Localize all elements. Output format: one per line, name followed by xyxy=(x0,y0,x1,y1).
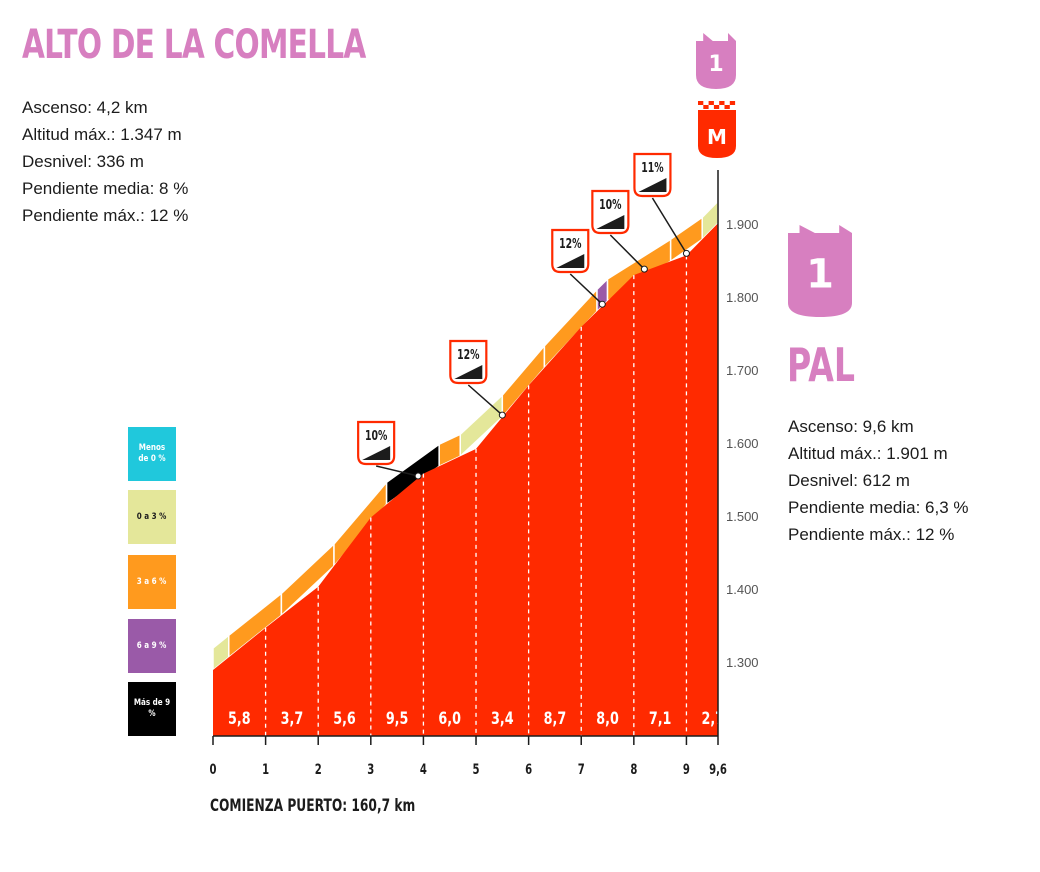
annotation-leader xyxy=(569,273,603,305)
segment-gradient-label: 5,8 xyxy=(228,708,251,728)
annotation-label: 12% xyxy=(457,346,479,362)
segment-gradient-label: 8,0 xyxy=(596,708,619,728)
y-tick-label: 1.700 xyxy=(726,363,759,378)
annotation-dot xyxy=(598,300,606,308)
finish-checker xyxy=(708,101,714,105)
climb1-stat-1: Altitud máx.: 1.347 m xyxy=(22,125,182,144)
shield-shape xyxy=(696,33,736,89)
annotation-slope-icon xyxy=(596,215,625,229)
shield-shape xyxy=(788,225,852,317)
annotation-leader xyxy=(651,197,688,254)
annotation-label: 10% xyxy=(599,196,621,212)
start-label: COMIENZA PUERTO: 160,7 km xyxy=(210,796,416,816)
climb2-stats: Ascenso: 9,6 km Altitud máx.: 1.901 m Desn… xyxy=(788,413,969,548)
segment-gradient-label: 5,6 xyxy=(333,708,356,728)
y-tick-label: 1.300 xyxy=(726,655,759,670)
x-tick-label: 1 xyxy=(262,761,269,777)
x-tick-label: 3 xyxy=(367,761,374,777)
climb2-stat-3: Pendiente media: 6,3 % xyxy=(788,498,969,517)
climb2-stat-1: Altitud máx.: 1.901 m xyxy=(788,444,948,463)
climb1-stat-2: Desnivel: 336 m xyxy=(22,152,144,171)
annotation-slope-icon xyxy=(454,365,483,379)
finish-checker xyxy=(698,101,704,105)
annotation-leader xyxy=(609,234,645,270)
y-tick-label: 1.400 xyxy=(726,582,759,597)
finish-checker xyxy=(724,105,730,109)
shield-label: 1 xyxy=(806,252,834,298)
climb1-title: ALTO DE LA COMELLA xyxy=(22,22,366,68)
segment-gradient-label: 9,5 xyxy=(386,708,409,728)
gradient-annotation: 11% xyxy=(633,152,690,257)
annotation-label: 11% xyxy=(641,159,663,175)
gradient-annotation: 12% xyxy=(449,339,506,419)
finish-marker: M xyxy=(698,101,736,158)
profile-area xyxy=(213,223,718,736)
climb1-stat-3: Pendiente media: 8 % xyxy=(22,179,189,198)
x-tick-label: 9 xyxy=(683,761,690,777)
gradient-annotation: 12% xyxy=(551,228,606,308)
annotation-slope-icon xyxy=(638,178,667,192)
x-tick-label: 7 xyxy=(578,761,585,777)
segment-gradient-label: 2,7 xyxy=(701,708,724,728)
finish-checker xyxy=(713,105,720,109)
annotation-label: 12% xyxy=(559,235,581,251)
x-tick-label: 2 xyxy=(315,761,322,777)
y-tick-label: 1.600 xyxy=(726,436,759,451)
pal-category-badge: 1 xyxy=(788,225,852,317)
y-tick-label: 1.900 xyxy=(726,217,759,232)
annotation-dot xyxy=(640,265,648,273)
climb1-stat-4: Pendiente máx.: 12 % xyxy=(22,206,189,225)
segment-gradient-label: 3,7 xyxy=(281,708,304,728)
annotation-leader xyxy=(467,384,503,416)
y-tick-label: 1.500 xyxy=(726,509,759,524)
x-tick-label: 4 xyxy=(420,761,427,777)
climb2-stat-4: Pendiente máx.: 12 % xyxy=(788,525,955,544)
finish-checker xyxy=(703,105,709,109)
annotation-label: 10% xyxy=(365,427,387,443)
climb1-stats: Ascenso: 4,2 km Altitud máx.: 1.347 m Desn… xyxy=(22,94,188,229)
legend-item-0: Menos de 0 % xyxy=(128,427,176,481)
summit-category-badge: 1 xyxy=(696,33,736,89)
segment-gradient-label: 3,4 xyxy=(491,708,514,728)
annotation-leader xyxy=(375,465,419,477)
segment-gradient-label: 8,7 xyxy=(544,708,567,728)
x-tick-label: 0 xyxy=(209,761,216,777)
climb2-stat-0: Ascenso: 9,6 km xyxy=(788,417,914,436)
climb2-title: PAL xyxy=(787,338,855,392)
x-tick-label: 6 xyxy=(525,761,532,777)
legend-item-3: 6 a 9 % xyxy=(128,619,176,673)
y-tick-label: 1.800 xyxy=(726,290,759,305)
finish-shield xyxy=(698,110,736,158)
legend-item-1: 0 a 3 % xyxy=(128,490,176,544)
segment-gradient-label: 6,0 xyxy=(438,708,461,728)
gradient-annotation: 10% xyxy=(357,420,422,480)
x-tick-label: 8 xyxy=(630,761,637,777)
finish-checker xyxy=(729,101,736,105)
climb2-stat-2: Desnivel: 612 m xyxy=(788,471,910,490)
x-tick-label: 5 xyxy=(473,761,480,777)
climb1-stat-0: Ascenso: 4,2 km xyxy=(22,98,148,117)
annotation-dot xyxy=(414,472,422,480)
gradient-annotation: 10% xyxy=(591,189,648,273)
annotation-slope-icon xyxy=(362,446,391,460)
x-tick-label: 9,6 xyxy=(709,761,727,777)
shield-label: 1 xyxy=(708,52,723,77)
finish-label: M xyxy=(707,125,727,149)
annotation-dot xyxy=(682,249,690,257)
legend-item-2: 3 a 6 % xyxy=(128,555,176,609)
legend-item-4: Más de 9 % xyxy=(128,682,176,736)
annotation-slope-icon xyxy=(556,254,585,268)
segment-gradient-label: 7,1 xyxy=(649,708,672,728)
finish-checker xyxy=(719,101,725,105)
annotation-dot xyxy=(498,411,506,419)
